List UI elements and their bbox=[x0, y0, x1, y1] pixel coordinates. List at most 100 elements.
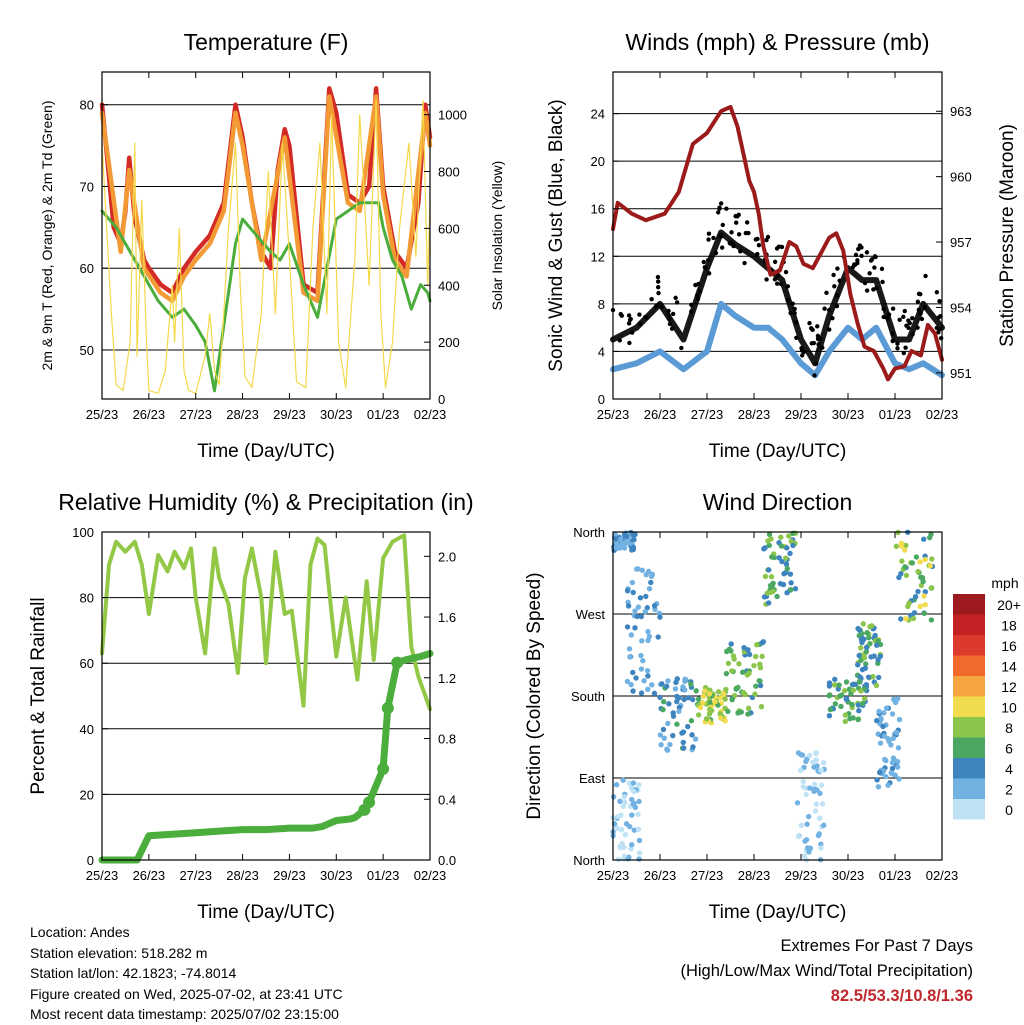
gust-point bbox=[693, 282, 698, 288]
direction-point bbox=[717, 710, 723, 717]
direction-point bbox=[629, 796, 635, 803]
gust-point bbox=[916, 307, 922, 313]
x-tick-label: 02/23 bbox=[414, 407, 447, 422]
direction-point bbox=[889, 765, 896, 772]
gust-point bbox=[897, 317, 902, 323]
direction-point bbox=[663, 683, 670, 690]
gust-point bbox=[864, 288, 870, 293]
gust-point bbox=[733, 220, 739, 225]
y-right-tick-label: 0.0 bbox=[438, 853, 456, 868]
direction-point bbox=[820, 760, 827, 766]
direction-point bbox=[754, 642, 760, 648]
direction-point bbox=[730, 653, 737, 659]
y-right-tick-label: 200 bbox=[438, 335, 460, 350]
x-tick-label: 01/23 bbox=[367, 868, 400, 883]
gust-point bbox=[881, 314, 886, 320]
direction-point bbox=[657, 732, 664, 738]
gust-point bbox=[653, 304, 659, 309]
direction-point bbox=[724, 648, 730, 655]
direction-point bbox=[864, 629, 870, 636]
direction-point bbox=[795, 833, 802, 840]
x-tick-label: 01/23 bbox=[879, 407, 912, 422]
direction-point bbox=[729, 668, 735, 674]
direction-point bbox=[922, 589, 929, 595]
direction-point bbox=[700, 700, 706, 706]
gust-point bbox=[667, 316, 672, 322]
gust-point bbox=[851, 262, 857, 267]
direction-point bbox=[690, 696, 696, 703]
direction-point bbox=[856, 678, 863, 685]
series-line bbox=[100, 533, 432, 712]
gust-point bbox=[637, 312, 642, 317]
direction-point bbox=[629, 842, 635, 848]
direction-point bbox=[813, 801, 819, 807]
extremes-subtitle: (High/Low/Max Wind/Total Precipitation) bbox=[680, 962, 973, 980]
direction-point bbox=[855, 662, 861, 668]
direction-point bbox=[622, 832, 629, 838]
direction-point bbox=[648, 579, 654, 586]
x-tick-label: 27/23 bbox=[179, 868, 212, 883]
direction-point bbox=[921, 593, 927, 599]
gust-point bbox=[717, 205, 722, 210]
precip-point bbox=[377, 762, 390, 775]
direction-point bbox=[636, 782, 642, 788]
legend-swatch bbox=[953, 614, 985, 635]
precip-point bbox=[363, 796, 376, 809]
panel-title: Wind Direction bbox=[703, 489, 853, 515]
x-axis-label: Time (Day/UTC) bbox=[197, 902, 335, 923]
gust-point bbox=[619, 313, 624, 318]
y-tick-label: 0 bbox=[598, 392, 605, 407]
direction-point bbox=[630, 780, 637, 786]
direction-point bbox=[620, 543, 626, 550]
direction-point bbox=[885, 782, 891, 789]
x-tick-label: 28/23 bbox=[226, 407, 259, 422]
legend-swatch bbox=[953, 799, 985, 820]
gust-point bbox=[764, 277, 769, 282]
direction-point bbox=[766, 567, 772, 573]
direction-point bbox=[645, 673, 651, 679]
gust-point bbox=[617, 338, 622, 343]
direction-point bbox=[690, 744, 696, 750]
direction-point bbox=[638, 666, 645, 672]
gust-point bbox=[670, 311, 676, 317]
y-right-tick-label: 963 bbox=[950, 104, 972, 119]
direction-point bbox=[625, 603, 632, 609]
direction-point bbox=[802, 838, 808, 844]
direction-point bbox=[783, 561, 790, 568]
x-axis-label: Time (Day/UTC) bbox=[709, 441, 847, 462]
direction-point bbox=[667, 741, 673, 748]
x-tick-label: 01/23 bbox=[367, 407, 400, 422]
direction-point bbox=[638, 613, 645, 620]
direction-point bbox=[894, 764, 901, 770]
direction-point bbox=[883, 705, 890, 711]
direction-point bbox=[707, 700, 714, 706]
direction-point bbox=[836, 682, 842, 688]
direction-point bbox=[731, 692, 738, 699]
gust-point bbox=[744, 220, 750, 225]
direction-point bbox=[753, 683, 759, 689]
y-tick-label: 80 bbox=[80, 98, 94, 113]
y-right-tick-label: 600 bbox=[438, 221, 460, 236]
y-tick-label: 40 bbox=[80, 722, 94, 737]
direction-point bbox=[624, 588, 631, 594]
direction-point bbox=[850, 715, 856, 721]
gust-point bbox=[689, 309, 694, 314]
direction-point bbox=[695, 696, 702, 702]
y-tick-label: South bbox=[571, 689, 605, 704]
direction-point bbox=[792, 586, 799, 592]
location-text: Location: Andes bbox=[30, 924, 130, 940]
direction-point bbox=[843, 696, 849, 702]
gust-point bbox=[864, 250, 870, 255]
direction-point bbox=[761, 594, 768, 600]
direction-point bbox=[863, 644, 870, 651]
gust-point bbox=[776, 244, 782, 249]
gust-point bbox=[736, 232, 742, 237]
direction-point bbox=[674, 721, 680, 727]
direction-point bbox=[783, 555, 789, 561]
direction-point bbox=[858, 645, 864, 651]
gust-point bbox=[815, 324, 820, 329]
direction-point bbox=[657, 614, 663, 620]
direction-point bbox=[712, 699, 718, 705]
direction-point bbox=[644, 668, 651, 674]
direction-point bbox=[786, 533, 792, 539]
